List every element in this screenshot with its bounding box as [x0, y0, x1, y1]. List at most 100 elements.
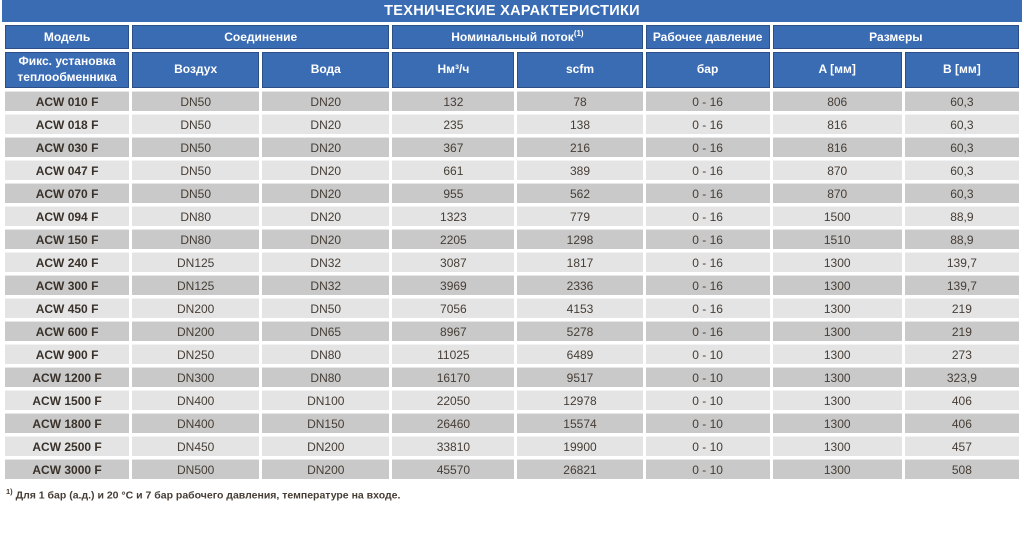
value-cell: DN80: [262, 367, 390, 387]
sub-header-row: Фикс. установка теплообменника Воздух Во…: [5, 52, 1019, 88]
value-cell: 406: [904, 413, 1019, 433]
value-cell: 0 - 16: [645, 275, 770, 295]
value-cell: 0 - 10: [645, 436, 770, 456]
table-row: ACW 047 F DN50 DN20 661 389 0 - 16 870 60,3: [5, 160, 1019, 180]
model-cell: ACW 240 F: [5, 252, 130, 272]
spec-table: Модель Соединение Номинальный поток(1) Р…: [2, 22, 1022, 482]
value-cell: 1300: [772, 413, 902, 433]
value-cell: 1300: [772, 321, 902, 341]
value-cell: 60,3: [904, 137, 1019, 157]
value-cell: 562: [517, 183, 643, 203]
value-cell: 0 - 16: [645, 160, 770, 180]
value-cell: 219: [904, 321, 1019, 341]
value-cell: DN80: [132, 206, 260, 226]
value-cell: 661: [392, 160, 515, 180]
value-cell: 60,3: [904, 91, 1019, 111]
value-cell: 0 - 10: [645, 413, 770, 433]
table-title-bar: ТЕХНИЧЕСКИЕ ХАРАКТЕРИСТИКИ: [2, 0, 1022, 22]
value-cell: 26821: [517, 459, 643, 479]
value-cell: DN80: [262, 344, 390, 364]
value-cell: 0 - 16: [645, 114, 770, 134]
value-cell: 88,9: [904, 229, 1019, 249]
col-group-model: Модель: [5, 25, 130, 49]
value-cell: 11025: [392, 344, 515, 364]
value-cell: 26460: [392, 413, 515, 433]
value-cell: 60,3: [904, 160, 1019, 180]
value-cell: 2336: [517, 275, 643, 295]
value-cell: 806: [772, 91, 902, 111]
value-cell: 216: [517, 137, 643, 157]
value-cell: DN20: [262, 114, 390, 134]
value-cell: 7056: [392, 298, 515, 318]
table-row: ACW 018 F DN50 DN20 235 138 0 - 16 816 60,3: [5, 114, 1019, 134]
table-row: ACW 030 F DN50 DN20 367 216 0 - 16 816 60,3: [5, 137, 1019, 157]
model-cell: ACW 3000 F: [5, 459, 130, 479]
model-cell: ACW 018 F: [5, 114, 130, 134]
value-cell: 12978: [517, 390, 643, 410]
footnote-text: Для 1 бар (а.д.) и 20 °C и 7 бар рабочег…: [12, 489, 401, 502]
value-cell: DN300: [132, 367, 260, 387]
value-cell: 955: [392, 183, 515, 203]
value-cell: 0 - 16: [645, 321, 770, 341]
value-cell: DN400: [132, 390, 260, 410]
col-header-water: Вода: [262, 52, 390, 88]
value-cell: DN200: [132, 321, 260, 341]
value-cell: 219: [904, 298, 1019, 318]
value-cell: 1300: [772, 459, 902, 479]
value-cell: 139,7: [904, 252, 1019, 272]
col-header-nm3h: Нм³/ч: [392, 52, 515, 88]
table-row: ACW 150 F DN80 DN20 2205 1298 0 - 16 1510 88,9: [5, 229, 1019, 249]
value-cell: 60,3: [904, 183, 1019, 203]
value-cell: 273: [904, 344, 1019, 364]
value-cell: 3087: [392, 252, 515, 272]
value-cell: DN32: [262, 252, 390, 272]
value-cell: 235: [392, 114, 515, 134]
value-cell: 508: [904, 459, 1019, 479]
value-cell: 1300: [772, 344, 902, 364]
value-cell: 5278: [517, 321, 643, 341]
table-row: ACW 094 F DN80 DN20 1323 779 0 - 16 1500 88,9: [5, 206, 1019, 226]
value-cell: 3969: [392, 275, 515, 295]
value-cell: DN100: [262, 390, 390, 410]
table-row: ACW 450 F DN200 DN50 7056 4153 0 - 16 1300 219: [5, 298, 1019, 318]
value-cell: 78: [517, 91, 643, 111]
col-header-scfm: scfm: [517, 52, 643, 88]
model-cell: ACW 2500 F: [5, 436, 130, 456]
value-cell: 1298: [517, 229, 643, 249]
value-cell: DN20: [262, 160, 390, 180]
value-cell: 60,3: [904, 114, 1019, 134]
value-cell: 1300: [772, 436, 902, 456]
table-row: ACW 300 F DN125 DN32 3969 2336 0 - 16 1300 139,…: [5, 275, 1019, 295]
value-cell: 132: [392, 91, 515, 111]
footnote-marker: 1): [6, 487, 13, 496]
value-cell: 0 - 10: [645, 344, 770, 364]
value-cell: 0 - 10: [645, 459, 770, 479]
col-header-bar: бар: [645, 52, 770, 88]
value-cell: 6489: [517, 344, 643, 364]
col-header-dim-a: A [мм]: [772, 52, 902, 88]
model-cell: ACW 1500 F: [5, 390, 130, 410]
model-cell: ACW 094 F: [5, 206, 130, 226]
table-row: ACW 900 F DN250 DN80 11025 6489 0 - 10 1300 273: [5, 344, 1019, 364]
value-cell: DN450: [132, 436, 260, 456]
value-cell: 457: [904, 436, 1019, 456]
model-cell: ACW 900 F: [5, 344, 130, 364]
model-cell: ACW 1200 F: [5, 367, 130, 387]
table-row: ACW 070 F DN50 DN20 955 562 0 - 16 870 60,3: [5, 183, 1019, 203]
value-cell: 816: [772, 114, 902, 134]
value-cell: 139,7: [904, 275, 1019, 295]
nominal-flow-label: Номинальный поток: [451, 30, 574, 44]
value-cell: 0 - 16: [645, 252, 770, 272]
value-cell: DN400: [132, 413, 260, 433]
value-cell: DN200: [262, 459, 390, 479]
value-cell: DN20: [262, 206, 390, 226]
value-cell: DN80: [132, 229, 260, 249]
value-cell: 389: [517, 160, 643, 180]
value-cell: 4153: [517, 298, 643, 318]
value-cell: DN150: [262, 413, 390, 433]
value-cell: 9517: [517, 367, 643, 387]
model-cell: ACW 450 F: [5, 298, 130, 318]
value-cell: DN200: [262, 436, 390, 456]
value-cell: 19900: [517, 436, 643, 456]
value-cell: 323,9: [904, 367, 1019, 387]
